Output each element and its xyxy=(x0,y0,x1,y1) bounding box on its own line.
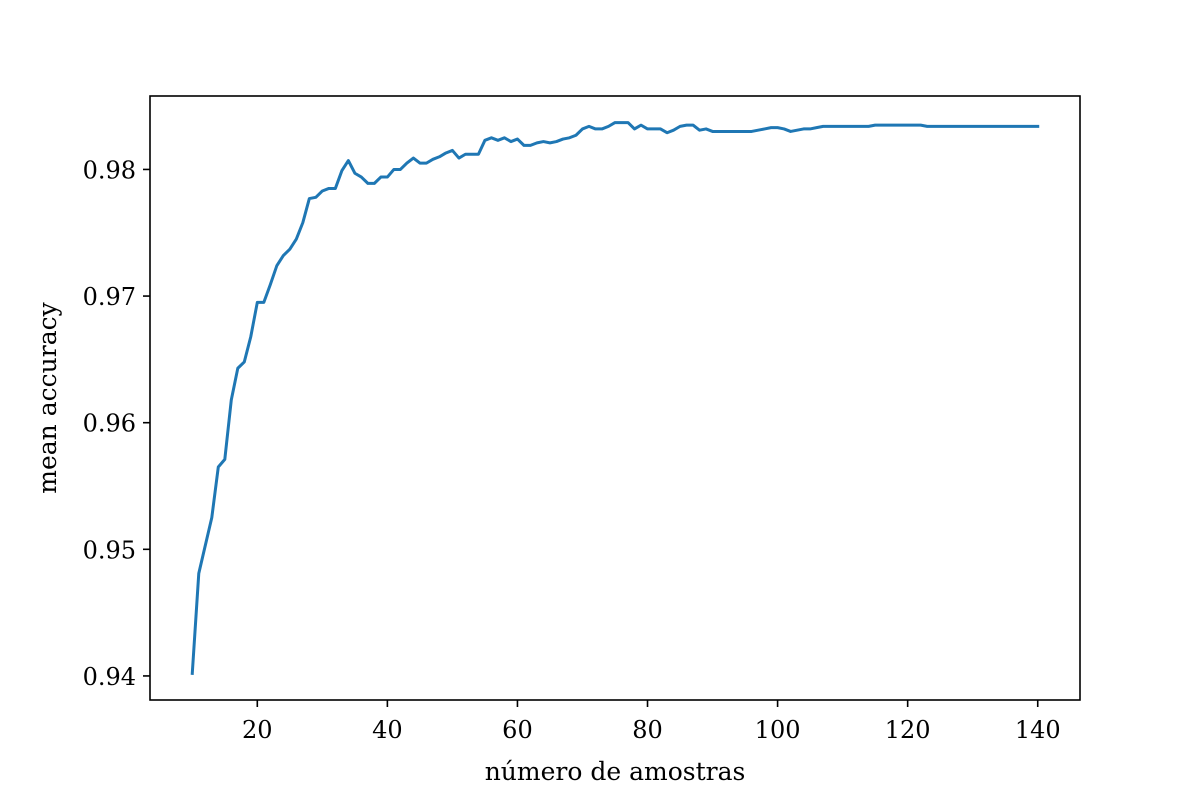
y-tick-label: 0.98 xyxy=(83,156,136,184)
y-axis-label: mean accuracy xyxy=(33,301,62,493)
plot-frame xyxy=(149,95,1081,701)
y-tick-label: 0.96 xyxy=(83,410,136,438)
y-tick-label: 0.94 xyxy=(83,663,136,691)
x-axis: 20 40 60 80 100 120 140 xyxy=(242,700,1061,744)
x-tick-label: 140 xyxy=(1015,716,1061,744)
x-tick-label: 60 xyxy=(502,716,533,744)
y-tick-label: 0.95 xyxy=(83,536,136,564)
x-tick-label: 100 xyxy=(755,716,801,744)
x-tick-label: 20 xyxy=(242,716,273,744)
plot-background xyxy=(150,96,1080,700)
x-tick-label: 40 xyxy=(372,716,403,744)
x-axis-label: número de amostras xyxy=(485,757,746,786)
y-tick-label: 0.97 xyxy=(83,283,136,311)
series-line xyxy=(190,121,1040,676)
y-axis: 0.94 0.95 0.96 0.97 0.98 xyxy=(83,156,150,691)
x-tick-label: 120 xyxy=(885,716,931,744)
x-tick-label: 80 xyxy=(632,716,663,744)
